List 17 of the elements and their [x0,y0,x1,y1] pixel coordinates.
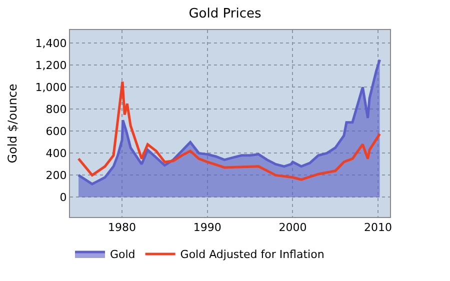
line-series [77,80,382,181]
legend-label: Gold [110,248,136,262]
x-tick-label: 2000 [278,221,307,234]
y-tick-label: 1,200 [35,59,67,72]
y-tick-label: 0 [60,191,67,204]
y-tick-label: 400 [46,147,67,160]
x-tick-label: 1990 [193,221,222,234]
x-tick-label: 2010 [364,221,392,234]
y-axis-title: Gold $/ounce [6,84,20,164]
chart-title: Gold Prices [188,6,262,22]
y-tick-label: 1,400 [35,37,67,50]
y-tick-label: 600 [46,125,67,138]
legend-label: Gold Adjusted for Inflation [180,248,324,262]
y-tick-label: 800 [46,103,67,116]
y-tick-label: 1,000 [35,81,67,94]
x-tick-label: 1980 [108,221,136,234]
y-tick-label: 200 [46,169,67,182]
